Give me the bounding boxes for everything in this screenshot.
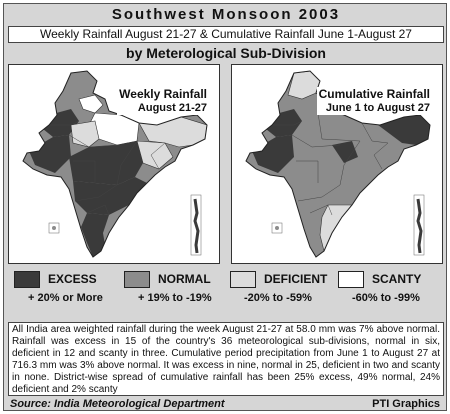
region-himachal [78,94,104,114]
region-jammu-kashmir [65,71,97,99]
legend-label-scanty: SCANTY [372,272,422,286]
region-karnataka [304,205,322,227]
legend-swatch-normal [124,271,150,288]
region-ne-excess [378,115,430,145]
india-outline [245,70,431,258]
page-title: Southwest Monsoon 2003 [111,6,341,23]
legend-label-deficient: DEFICIENT [264,272,328,286]
page-subtitle: Weekly Rainfall August 21-27 & Cumulativ… [8,26,444,43]
legend-swatch-deficient [230,271,256,288]
legend-swatch-excess [14,271,40,288]
weekly-map-title: Weekly Rainfall August 21-27 [117,87,209,115]
region-bihar-jharkhand [136,140,174,170]
weekly-map-title-text: Weekly Rainfall [119,87,207,101]
cumulative-map-subtitle: June 1 to August 27 [325,102,430,114]
legend-range-scanty: -60% to -99% [352,292,420,304]
weekly-rainfall-map-panel: Weekly Rainfall August 21-27 [8,64,220,264]
lakshadweep-islands [48,222,60,234]
source-credit: Source: India Meteorological Department [10,398,225,410]
andaman-nicobar-islands [413,194,425,256]
infographic-frame: Southwest Monsoon 2003 Weekly Rainfall A… [3,3,447,411]
region-central-excess [69,141,143,185]
region-tamil-nadu-deficient [319,204,353,252]
india-outline [22,70,208,258]
legend-range-normal: + 19% to -19% [138,292,212,304]
weekly-map-subtitle: August 21-27 [137,102,207,114]
legend-range-deficient: -20% to -59% [244,292,312,304]
cumulative-map-title-text: Cumulative Rainfall [318,87,430,101]
graphics-credit: PTI Graphics [372,398,440,410]
legend: EXCESS + 20% or More NORMAL + 19% to -19… [8,268,444,313]
legend-label-excess: EXCESS [48,272,97,286]
page-subtitle-division: by Meterological Sub-Division [126,45,326,61]
region-central-excess [332,141,358,163]
cumulative-map-title: Cumulative Rainfall June 1 to August 27 [316,87,432,115]
legend-swatch-scanty [338,271,364,288]
legend-label-normal: NORMAL [158,272,211,286]
region-west-rajasthan-gujarat [252,135,294,173]
description-text: All India area weighted rainfall during … [8,322,444,396]
region-deccan-excess [73,177,147,215]
cumulative-rainfall-map-panel: Cumulative Rainfall June 1 to August 27 [231,64,443,264]
lakshadweep-islands [271,222,283,234]
andaman-nicobar-islands [190,194,202,256]
region-west-rajasthan-gujarat [29,135,71,173]
legend-range-excess: + 20% or More [28,292,103,304]
